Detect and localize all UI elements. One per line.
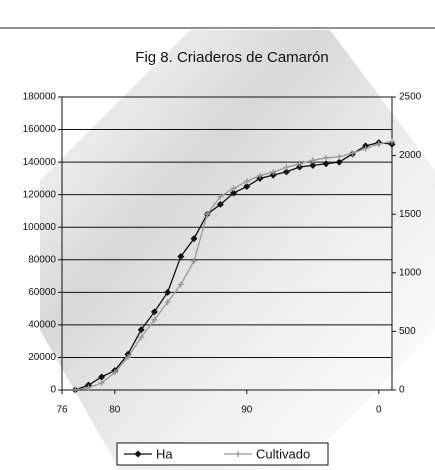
marker — [98, 379, 105, 386]
y2-tick-label: 500 — [399, 326, 416, 337]
marker — [323, 154, 329, 161]
y-tick-label: 100000 — [23, 222, 57, 233]
marker — [177, 281, 184, 288]
y-tick-label: 180000 — [23, 92, 57, 103]
marker — [336, 153, 343, 160]
legend: Ha Cultivado — [116, 442, 329, 466]
marker — [270, 169, 277, 176]
y-tick-label: 0 — [50, 385, 56, 396]
y-tick-label: 140000 — [23, 157, 57, 168]
x-tick-label: 90 — [241, 405, 253, 416]
marker — [217, 193, 224, 200]
marker — [243, 178, 250, 185]
marker — [230, 185, 237, 192]
marker — [296, 160, 303, 167]
marker — [177, 253, 185, 261]
legend-box — [116, 442, 329, 466]
legend-marker — [235, 451, 241, 457]
x-tick-label: 0 — [376, 405, 382, 416]
marker — [309, 157, 316, 164]
y2-tick-label: 0 — [399, 385, 405, 396]
x-tick-label: 80 — [109, 405, 121, 416]
marker — [111, 369, 118, 376]
marker — [375, 140, 382, 147]
background-band — [40, 30, 435, 470]
marker — [125, 354, 131, 361]
legend-marker — [134, 450, 142, 458]
y-tick-label: 60000 — [28, 287, 56, 298]
marker — [349, 150, 356, 157]
marker — [216, 200, 224, 208]
y-tick-label: 20000 — [28, 352, 56, 363]
y2-tick-label: 2000 — [399, 150, 422, 161]
marker — [190, 235, 198, 243]
y-tick-label: 160000 — [23, 124, 57, 135]
y2-tick-label: 1500 — [399, 209, 422, 220]
marker — [296, 163, 304, 171]
y-tick-label: 80000 — [28, 254, 56, 265]
marker — [72, 387, 79, 393]
marker — [191, 258, 197, 265]
y-tick-label: 120000 — [23, 189, 57, 200]
marker — [257, 172, 263, 179]
marker — [322, 160, 330, 168]
marker — [138, 334, 145, 341]
marker — [389, 138, 395, 145]
legend-label: Ha — [156, 446, 173, 461]
marker — [230, 189, 238, 197]
marker — [137, 326, 145, 334]
marker — [164, 288, 172, 296]
marker — [150, 308, 158, 316]
marker — [98, 373, 106, 381]
marker — [283, 164, 290, 171]
legend-label: Cultivado — [256, 446, 310, 461]
chart-title: Fig 8. Criaderos de Camarón — [135, 49, 328, 66]
marker — [362, 145, 369, 152]
marker — [151, 316, 158, 323]
marker — [335, 158, 343, 166]
marker — [309, 161, 317, 169]
marker — [243, 183, 251, 191]
x-tick-label: 76 — [56, 405, 68, 416]
marker — [204, 211, 211, 218]
y-tick-label: 40000 — [28, 320, 56, 331]
marker — [85, 384, 92, 391]
y2-tick-label: 1000 — [399, 267, 422, 278]
y2-tick-label: 2500 — [399, 92, 422, 103]
marker — [164, 299, 171, 306]
marker — [269, 171, 277, 179]
marker — [282, 168, 290, 176]
